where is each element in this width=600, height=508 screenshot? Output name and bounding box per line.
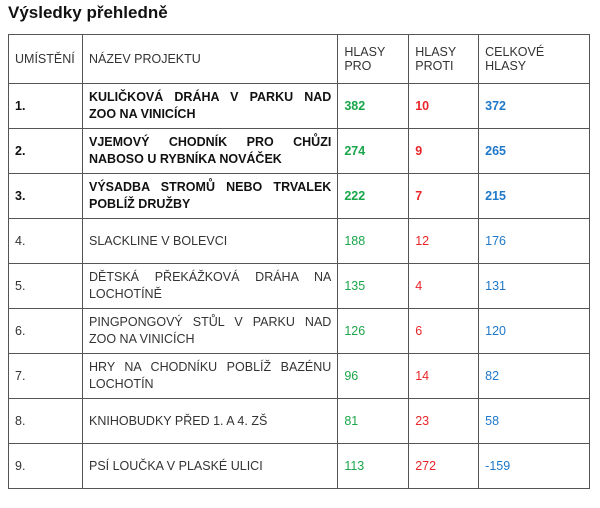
votes-proti-cell: 9 bbox=[408, 128, 480, 174]
votes-pro-cell: 96 bbox=[337, 353, 410, 399]
project-name-cell: KULIČKOVÁ DRÁHA V PARKU NAD ZOO NA VINIC… bbox=[81, 83, 339, 129]
project-name-cell: VÝSADBA STROMŮ NEBO TRVALEK POBLÍŽ DRUŽB… bbox=[81, 173, 339, 219]
table-row: 6. PINGPONGOVÝ STŮL V PARKU NAD ZOO NA VI… bbox=[8, 308, 590, 354]
votes-total-cell: 120 bbox=[478, 308, 590, 354]
votes-pro-cell: 274 bbox=[337, 128, 410, 174]
votes-pro-cell: 382 bbox=[337, 83, 410, 129]
table-row: 3. VÝSADBA STROMŮ NEBO TRVALEK POBLÍŽ DRU… bbox=[8, 173, 590, 219]
rank-cell: 1. bbox=[8, 83, 83, 129]
votes-total-cell: -159 bbox=[478, 443, 590, 489]
rank-cell: 6. bbox=[8, 308, 83, 354]
header-name: NÁZEV PROJEKTU bbox=[81, 34, 339, 84]
rank-cell: 7. bbox=[8, 353, 83, 399]
header-pro: HLASY PRO bbox=[337, 34, 410, 84]
project-name-cell: VJEMOVÝ CHODNÍK PRO CHŮZI NABOSO U RYBNÍ… bbox=[81, 128, 339, 174]
rank-cell: 9. bbox=[8, 443, 83, 489]
table-row: 1. KULIČKOVÁ DRÁHA V PARKU NAD ZOO NA VIN… bbox=[8, 83, 590, 129]
table-row: 9. PSÍ LOUČKA V PLASKÉ ULICI 113 272 -159 bbox=[8, 443, 590, 489]
votes-total-cell: 176 bbox=[478, 218, 590, 264]
votes-proti-cell: 6 bbox=[408, 308, 480, 354]
votes-total-cell: 372 bbox=[478, 83, 590, 129]
project-name-cell: KNIHOBUDKY PŘED 1. A 4. ZŠ bbox=[81, 398, 339, 444]
page-title: Výsledky přehledně bbox=[8, 3, 168, 22]
results-table: UMÍSTĚNÍ NÁZEV PROJEKTU HLASY PRO HLASY … bbox=[8, 34, 590, 489]
votes-proti-cell: 23 bbox=[408, 398, 480, 444]
votes-pro-cell: 222 bbox=[337, 173, 410, 219]
votes-total-cell: 58 bbox=[478, 398, 590, 444]
rank-cell: 2. bbox=[8, 128, 83, 174]
project-name-cell: PSÍ LOUČKA V PLASKÉ ULICI bbox=[81, 443, 339, 489]
votes-proti-cell: 7 bbox=[408, 173, 480, 219]
votes-total-cell: 82 bbox=[478, 353, 590, 399]
rank-cell: 3. bbox=[8, 173, 83, 219]
table-row: 2. VJEMOVÝ CHODNÍK PRO CHŮZI NABOSO U RYB… bbox=[8, 128, 590, 174]
votes-pro-cell: 113 bbox=[337, 443, 410, 489]
rank-cell: 8. bbox=[8, 398, 83, 444]
project-name-cell: HRY NA CHODNÍKU POBLÍŽ BAZÉNU LOCHOTÍN bbox=[81, 353, 339, 399]
header-rank: UMÍSTĚNÍ bbox=[8, 34, 83, 84]
project-name-cell: DĚTSKÁ PŘEKÁŽKOVÁ DRÁHA NA LOCHOTÍNĚ bbox=[81, 263, 339, 309]
votes-total-cell: 215 bbox=[478, 173, 590, 219]
table-row: 5. DĚTSKÁ PŘEKÁŽKOVÁ DRÁHA NA LOCHOTÍNĚ 13… bbox=[8, 263, 590, 309]
project-name-cell: PINGPONGOVÝ STŮL V PARKU NAD ZOO NA VINI… bbox=[81, 308, 339, 354]
votes-pro-cell: 81 bbox=[337, 398, 410, 444]
table-row: 7. HRY NA CHODNÍKU POBLÍŽ BAZÉNU LOCHOTÍN… bbox=[8, 353, 590, 399]
table-header: UMÍSTĚNÍ NÁZEV PROJEKTU HLASY PRO HLASY … bbox=[8, 34, 590, 84]
votes-proti-cell: 12 bbox=[408, 218, 480, 264]
project-name-cell: SLACKLINE V BOLEVCI bbox=[81, 218, 339, 264]
table-row: 4. SLACKLINE V BOLEVCI 188 12 176 bbox=[8, 218, 590, 264]
votes-proti-cell: 272 bbox=[408, 443, 480, 489]
rank-cell: 4. bbox=[8, 218, 83, 264]
votes-pro-cell: 135 bbox=[337, 263, 410, 309]
rank-cell: 5. bbox=[8, 263, 83, 309]
votes-proti-cell: 10 bbox=[408, 83, 480, 129]
header-total: CELKOVÉ HLASY bbox=[478, 34, 590, 84]
votes-proti-cell: 14 bbox=[408, 353, 480, 399]
votes-total-cell: 265 bbox=[478, 128, 590, 174]
votes-pro-cell: 126 bbox=[337, 308, 410, 354]
votes-pro-cell: 188 bbox=[337, 218, 410, 264]
votes-proti-cell: 4 bbox=[408, 263, 480, 309]
votes-total-cell: 131 bbox=[478, 263, 590, 309]
header-proti: HLASY PROTI bbox=[408, 34, 480, 84]
table-row: 8. KNIHOBUDKY PŘED 1. A 4. ZŠ 81 23 58 bbox=[8, 398, 590, 444]
